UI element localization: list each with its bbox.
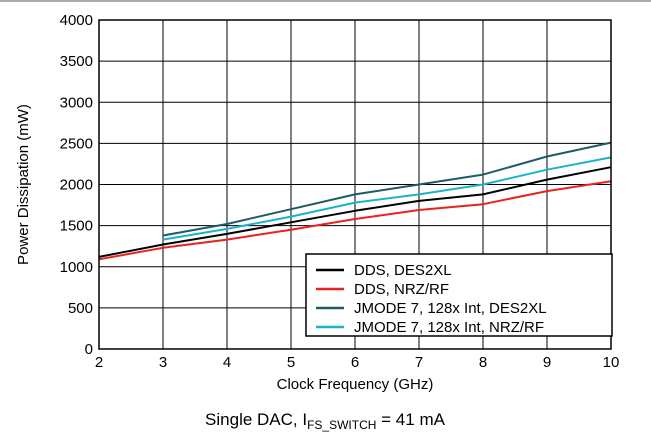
y-tick-label: 0	[85, 341, 93, 358]
caption-suffix: = 41 mA	[376, 410, 445, 429]
y-tick-label: 4000	[60, 12, 93, 29]
series-line-2	[98, 180, 612, 261]
caption-subscript: FS_SWITCH	[307, 418, 376, 432]
x-tick-label: 3	[159, 354, 167, 371]
x-tick-label: 5	[287, 354, 295, 371]
x-tick-label: 7	[415, 354, 423, 371]
x-axis-title: Clock Frequency (GHz)	[277, 376, 434, 393]
y-tick-label: 2500	[60, 135, 93, 152]
legend-box	[305, 253, 613, 337]
chart-caption: Single DAC, IFS_SWITCH = 41 mA	[205, 410, 446, 432]
y-tick-label: 2000	[60, 177, 93, 194]
caption-prefix: Single DAC, I	[205, 410, 307, 429]
series-line-4	[162, 156, 612, 241]
x-tick-label: 10	[603, 354, 620, 371]
x-tick-label: 8	[479, 354, 487, 371]
y-tick-labels: 0 500 1000 1500 2000 2500 3000 3500 4000	[60, 12, 93, 358]
x-tick-label: 2	[95, 354, 103, 371]
series-line-1	[98, 166, 612, 258]
legend-label: DDS, DES2XL	[354, 262, 452, 279]
y-tick-label: 500	[68, 300, 93, 317]
legend: DDS, DES2XL DDS, NRZ/RF JMODE 7, 128x Int,…	[305, 253, 613, 337]
series-lines	[98, 141, 612, 261]
plot-border	[98, 19, 612, 350]
legend-label: DDS, NRZ/RF	[354, 281, 449, 298]
y-tick-label: 3500	[60, 53, 93, 70]
legend-label: JMODE 7, 128x Int, DES2XL	[354, 300, 547, 317]
legend-label: JMODE 7, 128x Int, NRZ/RF	[354, 319, 544, 336]
x-tick-label: 4	[223, 354, 231, 371]
y-tick-label: 1500	[60, 218, 93, 235]
x-tick-labels: 2 3 4 5 6 7 8 9 10	[95, 354, 620, 371]
y-tick-label: 3000	[60, 94, 93, 111]
y-axis-title: Power Dissipation (mW)	[15, 104, 32, 265]
x-tick-label: 9	[543, 354, 551, 371]
y-tick-label: 1000	[60, 259, 93, 276]
series-line-3	[162, 141, 612, 237]
x-tick-label: 6	[351, 354, 359, 371]
